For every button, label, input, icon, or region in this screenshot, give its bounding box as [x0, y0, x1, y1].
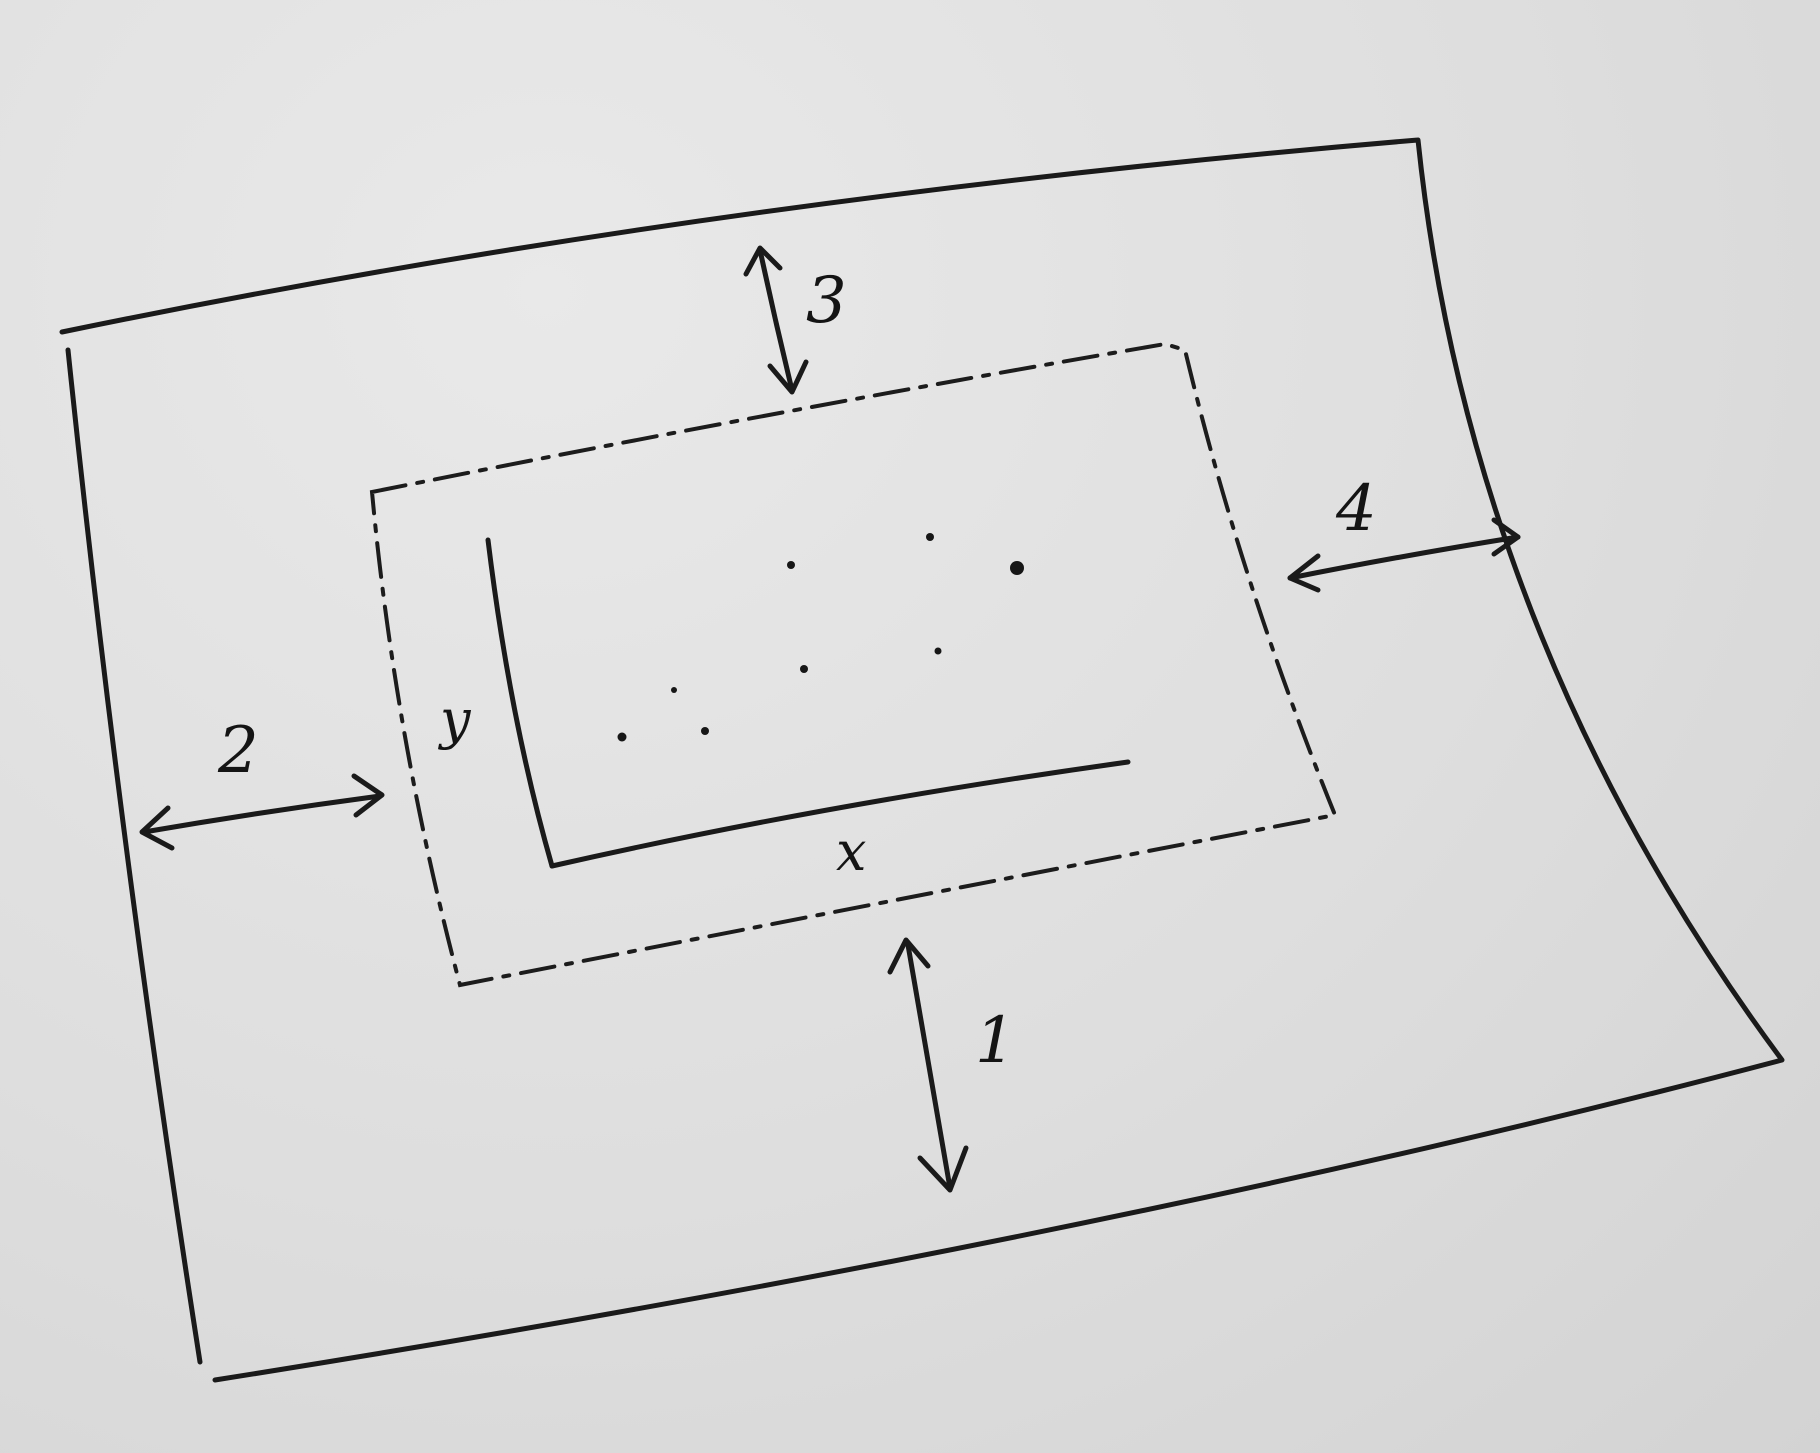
scatter-point [926, 533, 934, 541]
scatter-point [934, 647, 942, 655]
bottom-margin-arrow [887, 937, 969, 1193]
scatter-point [787, 561, 795, 569]
left-margin-arrow [139, 773, 385, 851]
bottom-margin-label: 1 [975, 1004, 1016, 1078]
outer-figure-border [59, 137, 1785, 1383]
right-margin-label: 4 [1335, 472, 1377, 546]
scatter-point [800, 665, 808, 673]
dashed-plot-area-border [369, 341, 1338, 988]
scatter-point [701, 727, 709, 735]
y-axis-line [485, 537, 555, 869]
scatter-point [671, 687, 677, 693]
x-axis-label: x [836, 820, 866, 883]
top-margin-arrow [743, 245, 809, 395]
y-axis-label: y [438, 688, 472, 751]
scatter-points [617, 533, 1024, 742]
top-margin-label: 3 [806, 264, 847, 338]
left-margin-label: 2 [217, 714, 259, 788]
scatter-point [617, 732, 627, 742]
x-axis-line [549, 759, 1131, 869]
scatter-point [1010, 561, 1024, 575]
right-margin-arrow [1287, 517, 1521, 593]
